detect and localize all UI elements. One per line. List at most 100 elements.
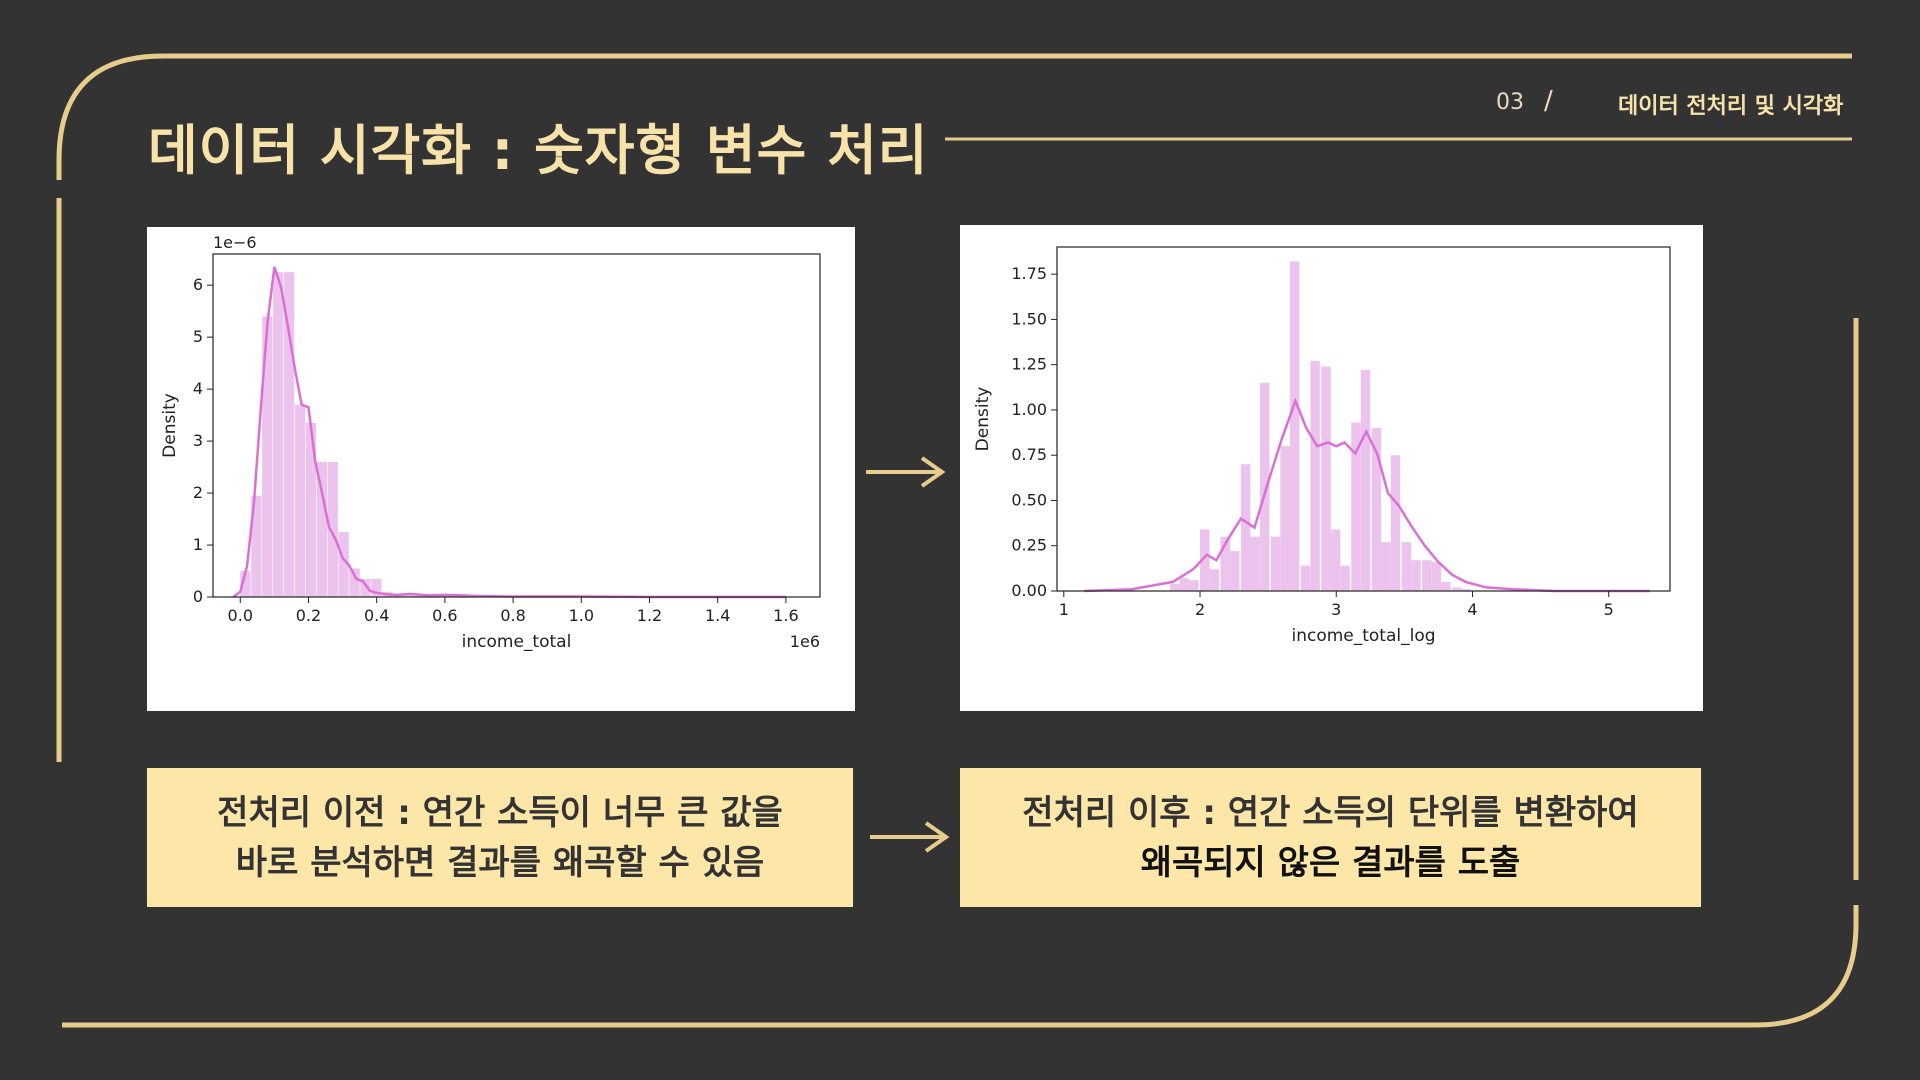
histogram-bar (1300, 565, 1311, 591)
histogram-bar (1371, 428, 1382, 591)
histogram-bar (360, 578, 371, 597)
histogram-bar (338, 532, 349, 597)
x-tick-label: 1 (1059, 600, 1069, 619)
x-tick-label: 0.6 (432, 606, 457, 625)
histogram-bar (251, 495, 262, 597)
y-tick-label: 0.75 (1011, 445, 1047, 464)
x-tick-label: 1.4 (705, 606, 730, 625)
histogram-bar (1401, 542, 1412, 591)
y-tick-label: 1.00 (1011, 400, 1047, 419)
y-tick-label: 0.50 (1011, 490, 1047, 509)
x-tick-label: 1.2 (637, 606, 662, 625)
x-tick-label: 0.2 (296, 606, 321, 625)
y-axis-label: Density (973, 387, 993, 452)
histogram-bar (1170, 583, 1180, 591)
income-total-chart: 0.0 0.2 0.4 0.6 0.8 1.0 1.2 1.4 1.6 0 1 2 3 4 5 6 income… (160, 233, 821, 652)
histogram-bar (1422, 560, 1432, 591)
x-tick-label: 2 (1195, 600, 1205, 619)
frame-bottom-right-border (62, 905, 1859, 1028)
x-tick-label: 0.8 (500, 606, 525, 625)
histogram-bar (1179, 578, 1190, 591)
histogram-bar (1390, 455, 1401, 591)
y-tick-label: 6 (193, 275, 203, 294)
kde-line (1084, 397, 1650, 593)
x-tick-label: 0.0 (228, 606, 253, 625)
histogram-bar (349, 568, 360, 597)
y-tick-label: 0 (193, 587, 203, 606)
before-note-line-1: 전처리 이전 : 연간 소득이 너무 큰 값을 (217, 792, 783, 833)
x-tick-label: 3 (1331, 600, 1341, 619)
histogram-bar (1340, 565, 1350, 591)
histogram-bar (1250, 536, 1260, 591)
section-name: 데이터 전처리 및 시각화 (1618, 94, 1844, 119)
y-tick-label: 1.25 (1011, 355, 1047, 374)
histogram-bar (371, 578, 382, 597)
y-tick-label: 0.25 (1011, 536, 1047, 555)
histogram-bar (283, 272, 295, 597)
y-tick-label: 3 (193, 431, 203, 450)
histogram-bar (1259, 382, 1270, 591)
y-tick-label: 4 (193, 379, 203, 398)
after-note-line-1: 전처리 이후 : 연간 소득의 단위를 변환하여 (1022, 792, 1639, 833)
x-axis-label: income_total (462, 632, 572, 652)
y-tick-label: 1 (193, 535, 203, 554)
histogram-bar (1381, 542, 1391, 591)
x-offset-label: 1e6 (790, 632, 820, 651)
income-total-log-chart: 1 2 3 4 5 0.00 0.25 0.50 0.75 1.00 1.25 1.50 1.75 inc… (973, 246, 1671, 646)
y-tick-label: 1.50 (1011, 309, 1047, 328)
histogram-bar (1289, 261, 1300, 591)
histogram-bar (305, 422, 317, 597)
histogram-bar (1209, 569, 1220, 591)
histogram-bar (1220, 536, 1230, 591)
plot-frame (1056, 246, 1671, 592)
histogram-bar (1230, 551, 1240, 591)
histogram-bar (262, 316, 273, 597)
plot-frame (212, 253, 821, 598)
histogram-bar (240, 571, 251, 597)
y-axis-label: Density (160, 393, 180, 458)
histogram-bar (1351, 422, 1361, 591)
y-tick-label: 2 (193, 483, 203, 502)
histogram-bar (1461, 589, 1472, 591)
histogram-bar (316, 461, 327, 597)
y-tick-label: 1.75 (1011, 264, 1047, 283)
after-preprocessing-note: 전처리 이후 : 연간 소득의 단위를 변환하여 왜곡되지 않은 결과를 도출 (960, 768, 1701, 907)
y-offset-label: 1e−6 (213, 233, 257, 252)
histogram-bar (1431, 562, 1442, 591)
histogram-bar (294, 404, 306, 597)
histogram-bar (1360, 370, 1371, 591)
histogram-bar (1330, 529, 1341, 591)
slide-title: 데이터 시각화 : 숫자형 변수 처리 (148, 119, 929, 182)
chart-transition-arrow-icon (866, 456, 946, 488)
after-note-line-2: 왜곡되지 않은 결과를 도출 (1140, 842, 1521, 883)
histogram-bar (1280, 446, 1290, 591)
income-total-chart-panel: 0.0 0.2 0.4 0.6 0.8 1.0 1.2 1.4 1.6 0 1 2 3 4 5 6 income… (147, 227, 855, 711)
x-tick-label: 0.4 (364, 606, 389, 625)
y-tick-label: 5 (193, 327, 203, 346)
histogram-bar (403, 594, 415, 597)
histogram-bar (1441, 581, 1451, 591)
note-transition-arrow-icon (870, 821, 950, 853)
x-axis-label: income_total_log (1291, 626, 1435, 646)
histogram-bar (1452, 587, 1462, 591)
x-tick-label: 5 (1604, 600, 1614, 619)
section-number: 03 (1496, 90, 1524, 115)
histogram-bar (327, 461, 338, 597)
income-total-log-chart-panel: 1 2 3 4 5 0.00 0.25 0.50 0.75 1.00 1.25 1.50 1.75 inc… (960, 225, 1703, 711)
histogram-bar (1189, 580, 1199, 591)
kde-line (232, 266, 786, 599)
frame-top-left-border (56, 53, 1852, 180)
histogram-bar (273, 272, 284, 597)
before-preprocessing-note: 전처리 이전 : 연간 소득이 너무 큰 값을 바로 분석하면 결과를 왜곡할 … (147, 768, 853, 907)
y-tick-label: 0.00 (1011, 581, 1047, 600)
histogram-bar (1240, 464, 1251, 591)
histogram-bar (1310, 361, 1320, 591)
x-tick-label: 4 (1467, 600, 1477, 619)
histogram-bar (1200, 529, 1210, 591)
histogram-bar (1321, 366, 1331, 591)
x-tick-label: 1.6 (773, 606, 798, 625)
before-note-line-2: 바로 분석하면 결과를 왜곡할 수 있음 (235, 842, 765, 883)
histogram-bar (1270, 536, 1281, 591)
histogram-bar (1411, 560, 1421, 591)
